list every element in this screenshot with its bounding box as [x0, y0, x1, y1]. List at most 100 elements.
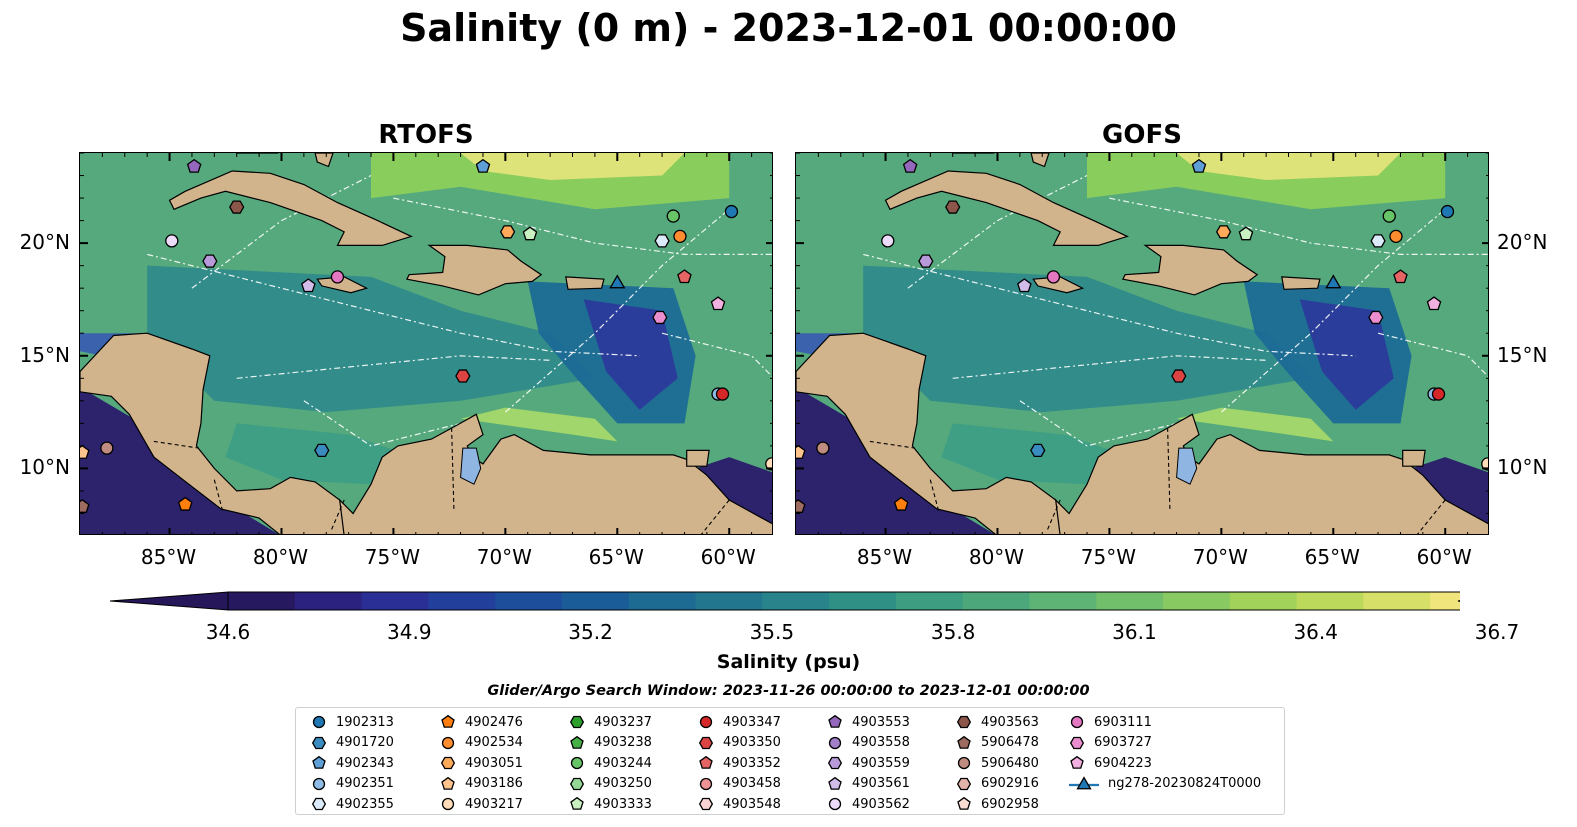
float-marker-4903051: [499, 225, 516, 239]
colorbar-segment: [1363, 592, 1431, 610]
legend-label: 4903553: [852, 714, 910, 730]
legend-hexagon-icon: [827, 756, 843, 770]
legend-label: 4903559: [852, 755, 910, 771]
boundary-line: [393, 197, 772, 256]
legend-item: ng278-20230824T0000: [1068, 774, 1261, 794]
land: [796, 153, 1488, 534]
legend-pentagon-icon: [570, 796, 584, 810]
legend-label: 4903238: [594, 735, 652, 750]
legend-circle-icon: [312, 777, 326, 790]
float-marker-4903350: [455, 369, 471, 383]
legend-marker-icon: [698, 797, 714, 811]
frame-ticks: [80, 153, 772, 534]
colorbar-extend-max: [1457, 600, 1460, 602]
boundary-line: [303, 400, 461, 447]
float-marker-6904223: [1426, 296, 1442, 311]
legend-marker-icon: [441, 776, 455, 790]
legend-item: 6902958: [955, 794, 1039, 814]
land-cuba: [884, 170, 1129, 247]
float-marker-4902343: [475, 158, 491, 173]
legend-label: 4903548: [723, 796, 781, 812]
legend-hexagon-icon: [569, 777, 585, 790]
float-marker-6903727: [652, 310, 668, 325]
float-marker-4903352: [1393, 269, 1408, 284]
colorbar-segment: [895, 592, 964, 610]
float-marker-5906480: [100, 441, 114, 455]
country-border: [330, 499, 345, 532]
legend-label: 4903333: [594, 796, 652, 812]
colorbar-tick-label: 36.7: [1474, 620, 1520, 644]
figure-title: Salinity (0 m) - 2023-12-01 00:00:00: [400, 6, 1177, 50]
land-trinidad: [1402, 449, 1426, 467]
legend-item: 4901720: [310, 733, 394, 753]
land-cuba: [168, 170, 413, 247]
float-marker-4903562: [165, 234, 179, 248]
legend-item: 4903347: [697, 712, 781, 732]
colorbar-segment: [1029, 592, 1097, 610]
legend-label: 6904223: [1094, 755, 1152, 771]
map-gofs: [795, 152, 1489, 535]
legend-item: 6903111: [1068, 712, 1152, 732]
legend-marker-icon: [311, 797, 327, 811]
float-marker-6903111: [330, 270, 345, 284]
frame-ticks: [796, 153, 1488, 534]
legend-item: 4903350: [697, 733, 781, 753]
legend-label: 4903458: [723, 776, 781, 791]
x-tick-label: 65°W: [588, 545, 644, 569]
colorbar-segment: [695, 592, 763, 610]
colorbar-extend-min: [110, 591, 229, 611]
land: [80, 153, 772, 534]
float-markers: [796, 158, 1488, 513]
legend-marker-icon: [569, 777, 585, 790]
legend-marker-icon: [311, 736, 327, 749]
colorbar-segment: [428, 592, 496, 610]
legend-pentagon-icon: [699, 755, 713, 769]
colorbar-tick-label: 36.1: [1112, 620, 1157, 644]
legend-item: 5906480: [955, 753, 1039, 773]
float-marker-4903347: [715, 387, 730, 401]
legend-hexagon-icon: [440, 756, 456, 770]
country-border: [1417, 499, 1446, 534]
boundary-lines: [863, 174, 1488, 447]
legend-item: 4903217: [439, 794, 523, 814]
legend-item: 4903244: [568, 753, 652, 773]
legend-label: 1902313: [336, 714, 394, 730]
legend-item: 4903237: [568, 712, 652, 732]
x-tick-label: 85°W: [856, 545, 913, 569]
float-marker-4903561: [1017, 278, 1032, 293]
legend-marker-icon: [441, 797, 455, 811]
salinity-region: [583, 299, 678, 410]
colorbar-tick-label: 34.9: [387, 620, 432, 644]
legend-circle-icon: [957, 756, 971, 770]
float-marker-4903562: [881, 234, 895, 248]
legend-label: ng278-20230824T0000: [1108, 776, 1262, 791]
legend-hexagon-icon: [698, 736, 714, 749]
legend-marker-icon: [828, 797, 842, 811]
float-marker-4903051: [1215, 225, 1232, 239]
country-border: [1046, 499, 1061, 532]
legend-label: 4903347: [723, 714, 781, 730]
legend-pentagon-icon: [957, 735, 971, 749]
legend-item: 4903558: [826, 733, 910, 753]
map-gofs-svg: [796, 153, 1488, 534]
legend-label: 4903350: [723, 735, 781, 750]
legend-marker-icon: [441, 714, 455, 728]
y-tick-label-right: 20°N: [1497, 230, 1548, 255]
colorbar-segment: [762, 592, 830, 610]
legend-item: 4903186: [439, 774, 523, 794]
float-marker-4902476: [893, 496, 909, 511]
colorbar-tick-label: 34.6: [205, 620, 251, 644]
country-border: [701, 499, 730, 534]
legend-item: 4903563: [955, 712, 1039, 732]
legend-circle-icon: [312, 715, 326, 729]
land-puertoRico: [565, 276, 605, 290]
legend-label: 6903727: [1094, 735, 1152, 750]
x-tick-label: 80°W: [252, 545, 309, 569]
legend-hexagon-icon: [311, 736, 327, 749]
boundary-line: [1377, 332, 1488, 378]
colorbar-outline: [227, 591, 1460, 611]
legend-label: 6902958: [981, 796, 1039, 812]
legend-label: 5906480: [981, 755, 1039, 771]
boundary-line: [661, 332, 772, 378]
lake-maracaibo: [460, 447, 482, 485]
